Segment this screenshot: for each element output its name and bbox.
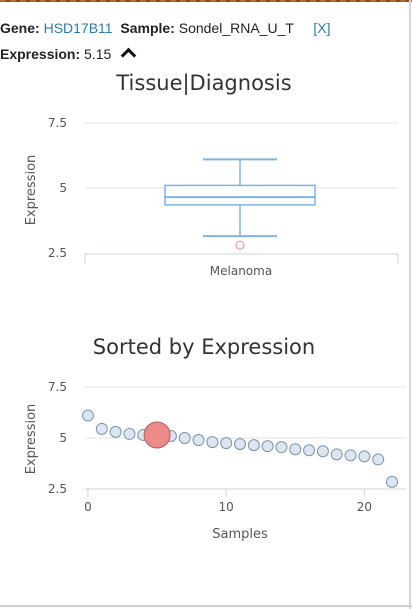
box-plot-chart: Tissue|Diagnosis Expression 7.5 5 2.5 Mela… [24,71,399,278]
top-border [0,0,412,2]
sorted-chart-point[interactable] [372,453,385,466]
sorted-chart-point[interactable] [289,443,302,456]
sorted-chart-point[interactable] [95,422,108,435]
sorted-chart-y-tick-label: 2.5 [48,482,67,496]
sorted-chart-point[interactable] [330,448,343,461]
sorted-chart-point[interactable] [82,409,94,422]
sorted-chart-point[interactable] [220,437,233,450]
expression-value: 5.15 [84,46,112,62]
sorted-expression-chart: Sorted by Expression Expression 7.552.5 … [24,335,406,542]
sorted-chart-title: Sorted by Expression [93,335,315,359]
sample-label: Sample: [120,20,175,36]
sorted-chart-point[interactable] [386,475,398,488]
gene-link[interactable]: HSD17B11 [43,20,113,36]
sorted-chart-point[interactable] [247,439,260,452]
close-button[interactable]: [X] [313,20,331,36]
sorted-chart-x-tick-label: 0 [84,500,92,514]
sorted-chart-point[interactable] [178,432,191,444]
sorted-chart-point[interactable] [275,441,288,454]
sorted-chart-point[interactable] [109,425,122,438]
sorted-chart-point[interactable] [123,427,136,440]
box-plot-y-tick-label: 7.5 [48,116,67,130]
sorted-chart-y-axis-label: Expression [24,404,39,475]
sorted-chart-point[interactable] [316,445,329,458]
box-plot-category-label: Melanoma [210,264,272,278]
box-plot-box[interactable] [164,184,316,206]
gene-sample-row: Gene: HSD17B11 Sample: Sondel_RNA_U_T [X… [0,20,330,36]
expression-label: Expression: [0,46,81,62]
sorted-chart-point[interactable] [303,444,316,457]
sorted-chart-point[interactable] [358,450,371,463]
sorted-chart-highlighted-point[interactable] [143,421,171,449]
box-plot-y-axis-label: Expression [24,155,39,226]
sorted-chart-x-tick-label: 20 [357,500,372,514]
sorted-chart-y-tick-label: 5 [59,431,67,445]
sorted-chart-point[interactable] [206,436,219,449]
sample-value: Sondel_RNA_U_T [178,20,294,36]
sorted-chart-point[interactable] [261,440,274,453]
sorted-chart-x-tick-label: 10 [219,500,234,514]
box-plot-outlier[interactable] [235,240,245,250]
box-plot-title: Tissue|Diagnosis [115,71,291,96]
sorted-chart-y-tick-label: 7.5 [48,380,67,394]
sorted-chart-point[interactable] [192,434,205,447]
expression-row: Expression: 5.15 [0,46,137,64]
panel-right-edge [409,0,411,609]
sorted-chart-x-axis-label: Samples [212,527,268,542]
box-plot-y-tick-label: 2.5 [48,246,67,260]
box-plot-y-tick-label: 5 [59,181,67,195]
sorted-chart-point[interactable] [234,438,246,451]
panel-bottom-edge [0,605,412,607]
gene-label: Gene: [0,20,40,36]
sorted-chart-point[interactable] [344,449,357,462]
